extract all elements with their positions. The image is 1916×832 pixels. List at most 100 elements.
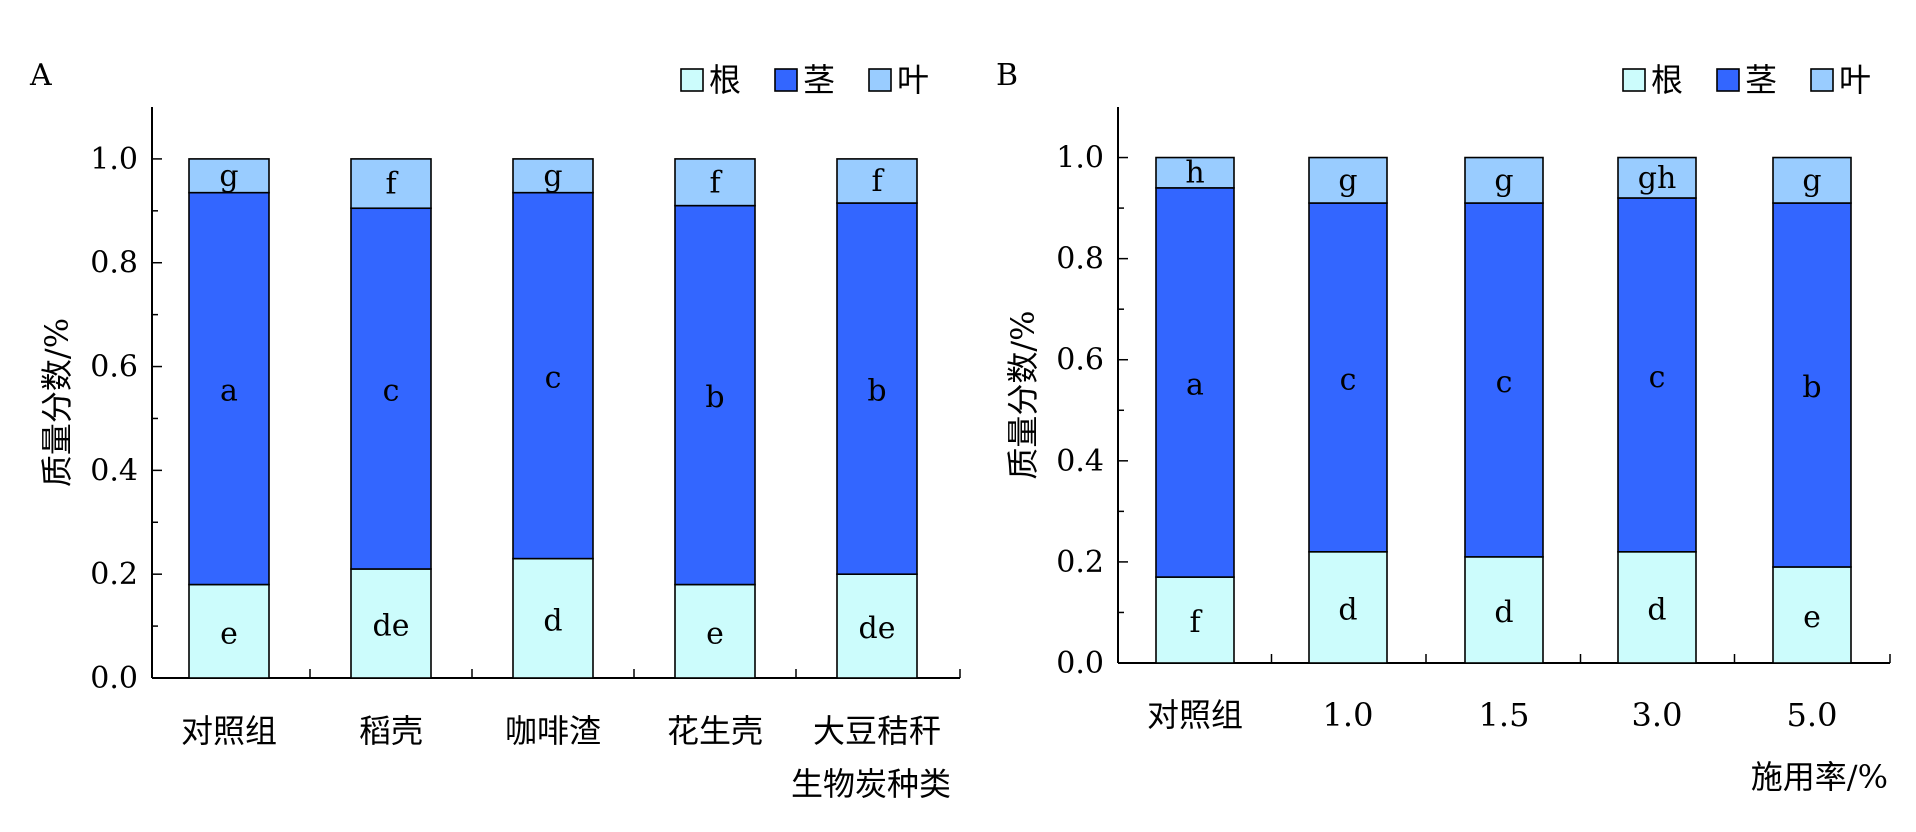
bar-segment-leaf: [1617, 156, 1697, 199]
significance-letter: e: [220, 616, 238, 651]
significance-letter: e: [706, 616, 724, 651]
significance-letter: de: [373, 608, 410, 643]
x-axis-label: 生物炭种类: [791, 765, 951, 803]
significance-letter: g: [1494, 163, 1513, 198]
significance-letter: a: [1186, 367, 1204, 402]
y-tick-label: 0.2: [90, 557, 138, 592]
y-tick-label: 0.6: [90, 350, 138, 385]
bar-segment-stem: [512, 191, 594, 560]
y-tick-label: 0.4: [90, 453, 138, 488]
legend-label: 叶: [897, 61, 929, 99]
significance-letter: b: [705, 380, 724, 415]
significance-letter: b: [1802, 370, 1821, 405]
significance-letter: f: [709, 165, 722, 200]
y-tick-label: 0.0: [90, 661, 138, 696]
bar-segment-root: [674, 583, 756, 679]
legend-swatch: [1716, 68, 1740, 92]
legend-swatch: [1622, 68, 1646, 92]
significance-letter: c: [545, 361, 562, 396]
bar-segment-stem: [1617, 197, 1697, 553]
bar-segment-stem: [1308, 202, 1388, 553]
legend-label: 茎: [803, 61, 835, 99]
significance-letter: b: [867, 374, 886, 409]
significance-letter: d: [1494, 595, 1513, 630]
bar-segment-root: [836, 573, 918, 679]
x-tick-label: 1.0: [1323, 696, 1374, 734]
significance-letter: gh: [1638, 161, 1677, 196]
chart-panel-a: A 0.0 0.2 0.4 0.6 0.8 1.0 质量分数/% e a g 对照组 de c f 稻壳 d c g…: [29, 58, 961, 803]
bar-segment-stem: [836, 202, 918, 575]
legend: 根茎叶: [680, 61, 929, 99]
significance-letter: d: [1338, 592, 1357, 627]
bar-segment-leaf: [188, 158, 270, 194]
y-tick-label: 0.8: [90, 246, 138, 281]
significance-letter: c: [1340, 362, 1357, 397]
bar-segment-leaf: [836, 158, 918, 204]
y-tick-label: 0.0: [1056, 646, 1104, 681]
bar-segment-leaf: [350, 158, 432, 210]
significance-letter: f: [871, 164, 884, 199]
legend-label: 根: [1651, 61, 1683, 99]
x-tick-label: 对照组: [1147, 696, 1243, 734]
legend-swatch: [868, 68, 892, 92]
bar-segment-root: [512, 557, 594, 679]
bar-segment-leaf: [1772, 156, 1852, 204]
y-axis-label: 质量分数/%: [38, 318, 76, 487]
legend-label: 茎: [1745, 61, 1777, 99]
x-tick-label: 稻壳: [359, 712, 423, 750]
bar-segment-leaf: [1308, 156, 1388, 204]
bar-segment-leaf: [1155, 156, 1235, 189]
significance-letter: g: [1338, 163, 1357, 198]
y-tick-label: 1.0: [1056, 141, 1104, 176]
significance-letter: f: [385, 167, 398, 202]
bar-segment-leaf: [1464, 156, 1544, 204]
x-tick-label: 3.0: [1632, 696, 1683, 734]
chart-panel-b: B 0.0 0.2 0.4 0.6 0.8 1.0 质量分数/% f a h 对照组 d c g 1.0 d c g…: [996, 58, 1891, 796]
significance-letter: f: [1189, 605, 1202, 640]
x-tick-label: 5.0: [1787, 696, 1838, 734]
significance-letter: e: [1803, 600, 1821, 635]
legend-label: 根: [709, 61, 741, 99]
bar-segment-stem: [674, 204, 756, 586]
x-tick-label: 咖啡渣: [505, 712, 601, 750]
legend-swatch: [774, 68, 798, 92]
y-tick-label: 0.8: [1056, 242, 1104, 277]
bar-segment-root: [350, 568, 432, 679]
significance-letter: d: [1647, 592, 1666, 627]
x-tick-label: 1.5: [1479, 696, 1530, 734]
significance-letter: h: [1185, 156, 1204, 191]
bar-segment-stem: [1772, 202, 1852, 568]
significance-letter: g: [543, 159, 562, 194]
bar-segment-root: [1772, 566, 1852, 664]
y-tick-label: 0.6: [1056, 343, 1104, 378]
significance-letter: g: [219, 159, 238, 194]
legend-swatch: [680, 68, 704, 92]
panel-label: A: [29, 58, 52, 93]
x-tick-label: 花生壳: [667, 712, 763, 750]
x-tick-label: 对照组: [181, 712, 277, 750]
bar-segment-root: [1308, 550, 1388, 664]
significance-letter: a: [220, 374, 238, 409]
significance-letter: g: [1802, 163, 1821, 198]
bar-segment-stem: [350, 207, 432, 570]
significance-letter: c: [1649, 360, 1666, 395]
y-tick-label: 0.2: [1056, 545, 1104, 580]
bar-segment-root: [1155, 576, 1235, 664]
bar-segment-leaf: [674, 158, 756, 207]
panel-label: B: [996, 58, 1018, 93]
significance-letter: c: [1496, 365, 1513, 400]
x-tick-label: 大豆秸秆: [813, 712, 941, 750]
bar-segment-root: [1464, 556, 1544, 664]
significance-letter: de: [859, 611, 896, 646]
y-tick-label: 0.4: [1056, 444, 1104, 479]
significance-letter: c: [383, 374, 400, 409]
x-axis-label: 施用率/%: [1751, 758, 1888, 796]
bar-segment-stem: [1464, 202, 1544, 558]
legend-label: 叶: [1839, 61, 1871, 99]
bar-segment-root: [1617, 550, 1697, 664]
bar-segment-leaf: [512, 158, 594, 194]
bar-segment-stem: [1155, 187, 1235, 578]
y-tick-label: 1.0: [90, 142, 138, 177]
